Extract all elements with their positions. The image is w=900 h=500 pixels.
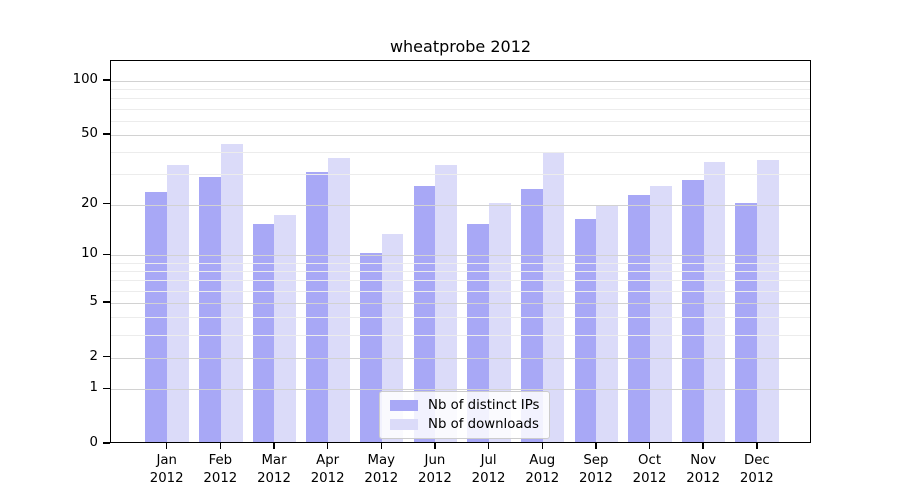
legend: Nb of distinct IPs Nb of downloads: [379, 391, 551, 439]
plot-area: [110, 60, 811, 443]
gridline-minor-4: [111, 317, 810, 319]
y-tick-label-1: 1: [89, 380, 98, 396]
gridline-20: [111, 204, 810, 206]
x-tick-jan: [165, 443, 168, 449]
gridline-minor-30: [111, 173, 810, 175]
y-tick-1: [103, 387, 110, 390]
bar-sep-downloads: [596, 206, 619, 442]
bar-mar-distinct-ips: [252, 223, 275, 442]
bar-feb-distinct-ips: [198, 177, 221, 442]
x-tick-label-apr: Apr 2012: [310, 453, 345, 486]
x-tick-nov: [702, 443, 704, 449]
legend-label-distinct-ips: Nb of distinct IPs: [428, 398, 540, 413]
gridline-50: [111, 134, 810, 136]
x-tick-label-oct: Oct 2012: [632, 453, 667, 486]
x-tick-label-dec: Dec 2012: [739, 453, 774, 486]
gridline-minor-60: [111, 120, 810, 122]
gridline-10: [111, 255, 810, 257]
x-tick-label-jul: Jul 2012: [471, 453, 506, 486]
y-tick-100: [103, 79, 110, 81]
chart-title: wheatprobe 2012: [389, 37, 532, 56]
legend-swatch-downloads: [390, 419, 418, 430]
bar-jan-distinct-ips: [145, 192, 168, 442]
legend-swatch-distinct-ips: [390, 400, 418, 411]
y-tick-2: [103, 355, 110, 358]
gridline-minor-3: [111, 334, 810, 336]
gridline-minor-90: [111, 89, 810, 91]
bar-feb-downloads: [220, 144, 243, 442]
bar-jul-distinct-ips: [467, 223, 489, 442]
x-tick-label-nov: Nov 2012: [686, 453, 721, 486]
bar-dec-downloads: [757, 160, 780, 442]
bar-mar-downloads: [274, 214, 297, 442]
x-tick-mar: [273, 443, 275, 449]
x-tick-sep: [595, 443, 597, 449]
y-tick-label-100: 100: [72, 72, 98, 88]
gridline-minor-7: [111, 280, 810, 282]
x-tick-label-feb: Feb 2012: [203, 453, 238, 486]
y-tick-20: [103, 202, 110, 205]
x-tick-feb: [219, 443, 222, 449]
gridline-minor-6: [111, 290, 810, 292]
bar-aug-downloads: [542, 151, 565, 442]
gridline-minor-70: [111, 108, 810, 110]
gridline-5: [111, 303, 810, 305]
bar-dec-distinct-ips: [735, 202, 758, 442]
bar-apr-distinct-ips: [306, 171, 329, 442]
y-tick-label-20: 20: [81, 195, 98, 211]
legend-item-distinct-ips: Nb of distinct IPs: [390, 398, 539, 413]
y-tick-label-5: 5: [89, 294, 98, 310]
bar-jul-downloads: [489, 202, 511, 442]
gridline-minor-40: [111, 151, 810, 153]
x-tick-apr: [326, 443, 329, 449]
bar-sep-distinct-ips: [574, 219, 597, 442]
gridline-minor-80: [111, 98, 810, 100]
y-tick-0: [103, 442, 110, 444]
gridline-100: [111, 81, 810, 83]
legend-item-downloads: Nb of downloads: [390, 417, 539, 432]
x-tick-label-mar: Mar 2012: [257, 453, 291, 486]
gridline-1: [111, 389, 810, 391]
y-tick-5: [103, 301, 110, 303]
y-tick-label-0: 0: [89, 435, 98, 450]
x-tick-label-aug: Aug 2012: [525, 453, 560, 486]
x-tick-label-sep: Sep 2012: [578, 453, 613, 486]
x-tick-oct: [648, 443, 651, 449]
bar-aug-distinct-ips: [520, 188, 543, 442]
x-tick-dec: [756, 443, 758, 449]
bar-jun-distinct-ips: [413, 185, 436, 442]
bar-nov-downloads: [703, 162, 726, 442]
y-tick-label-50: 50: [81, 125, 98, 141]
y-tick-10: [103, 253, 110, 256]
gridline-minor-9: [111, 262, 810, 264]
y-tick-label-2: 2: [89, 348, 98, 364]
x-tick-may: [380, 443, 383, 449]
bar-oct-downloads: [649, 185, 672, 442]
x-tick-label-may: May 2012: [364, 453, 399, 486]
bar-apr-downloads: [328, 158, 350, 442]
x-tick-aug: [541, 443, 543, 449]
gridline-2: [111, 357, 810, 359]
x-tick-jun: [434, 443, 436, 449]
x-tick-label-jun: Jun 2012: [418, 453, 452, 486]
bar-nov-distinct-ips: [681, 179, 704, 442]
bar-oct-distinct-ips: [628, 195, 650, 442]
bar-may-distinct-ips: [359, 253, 382, 442]
gridline-minor-8: [111, 271, 810, 273]
x-tick-label-jan: Jan 2012: [149, 453, 184, 486]
x-tick-jul: [487, 443, 490, 449]
y-tick-50: [103, 133, 110, 135]
legend-label-downloads: Nb of downloads: [428, 417, 539, 432]
y-tick-label-10: 10: [81, 246, 98, 262]
